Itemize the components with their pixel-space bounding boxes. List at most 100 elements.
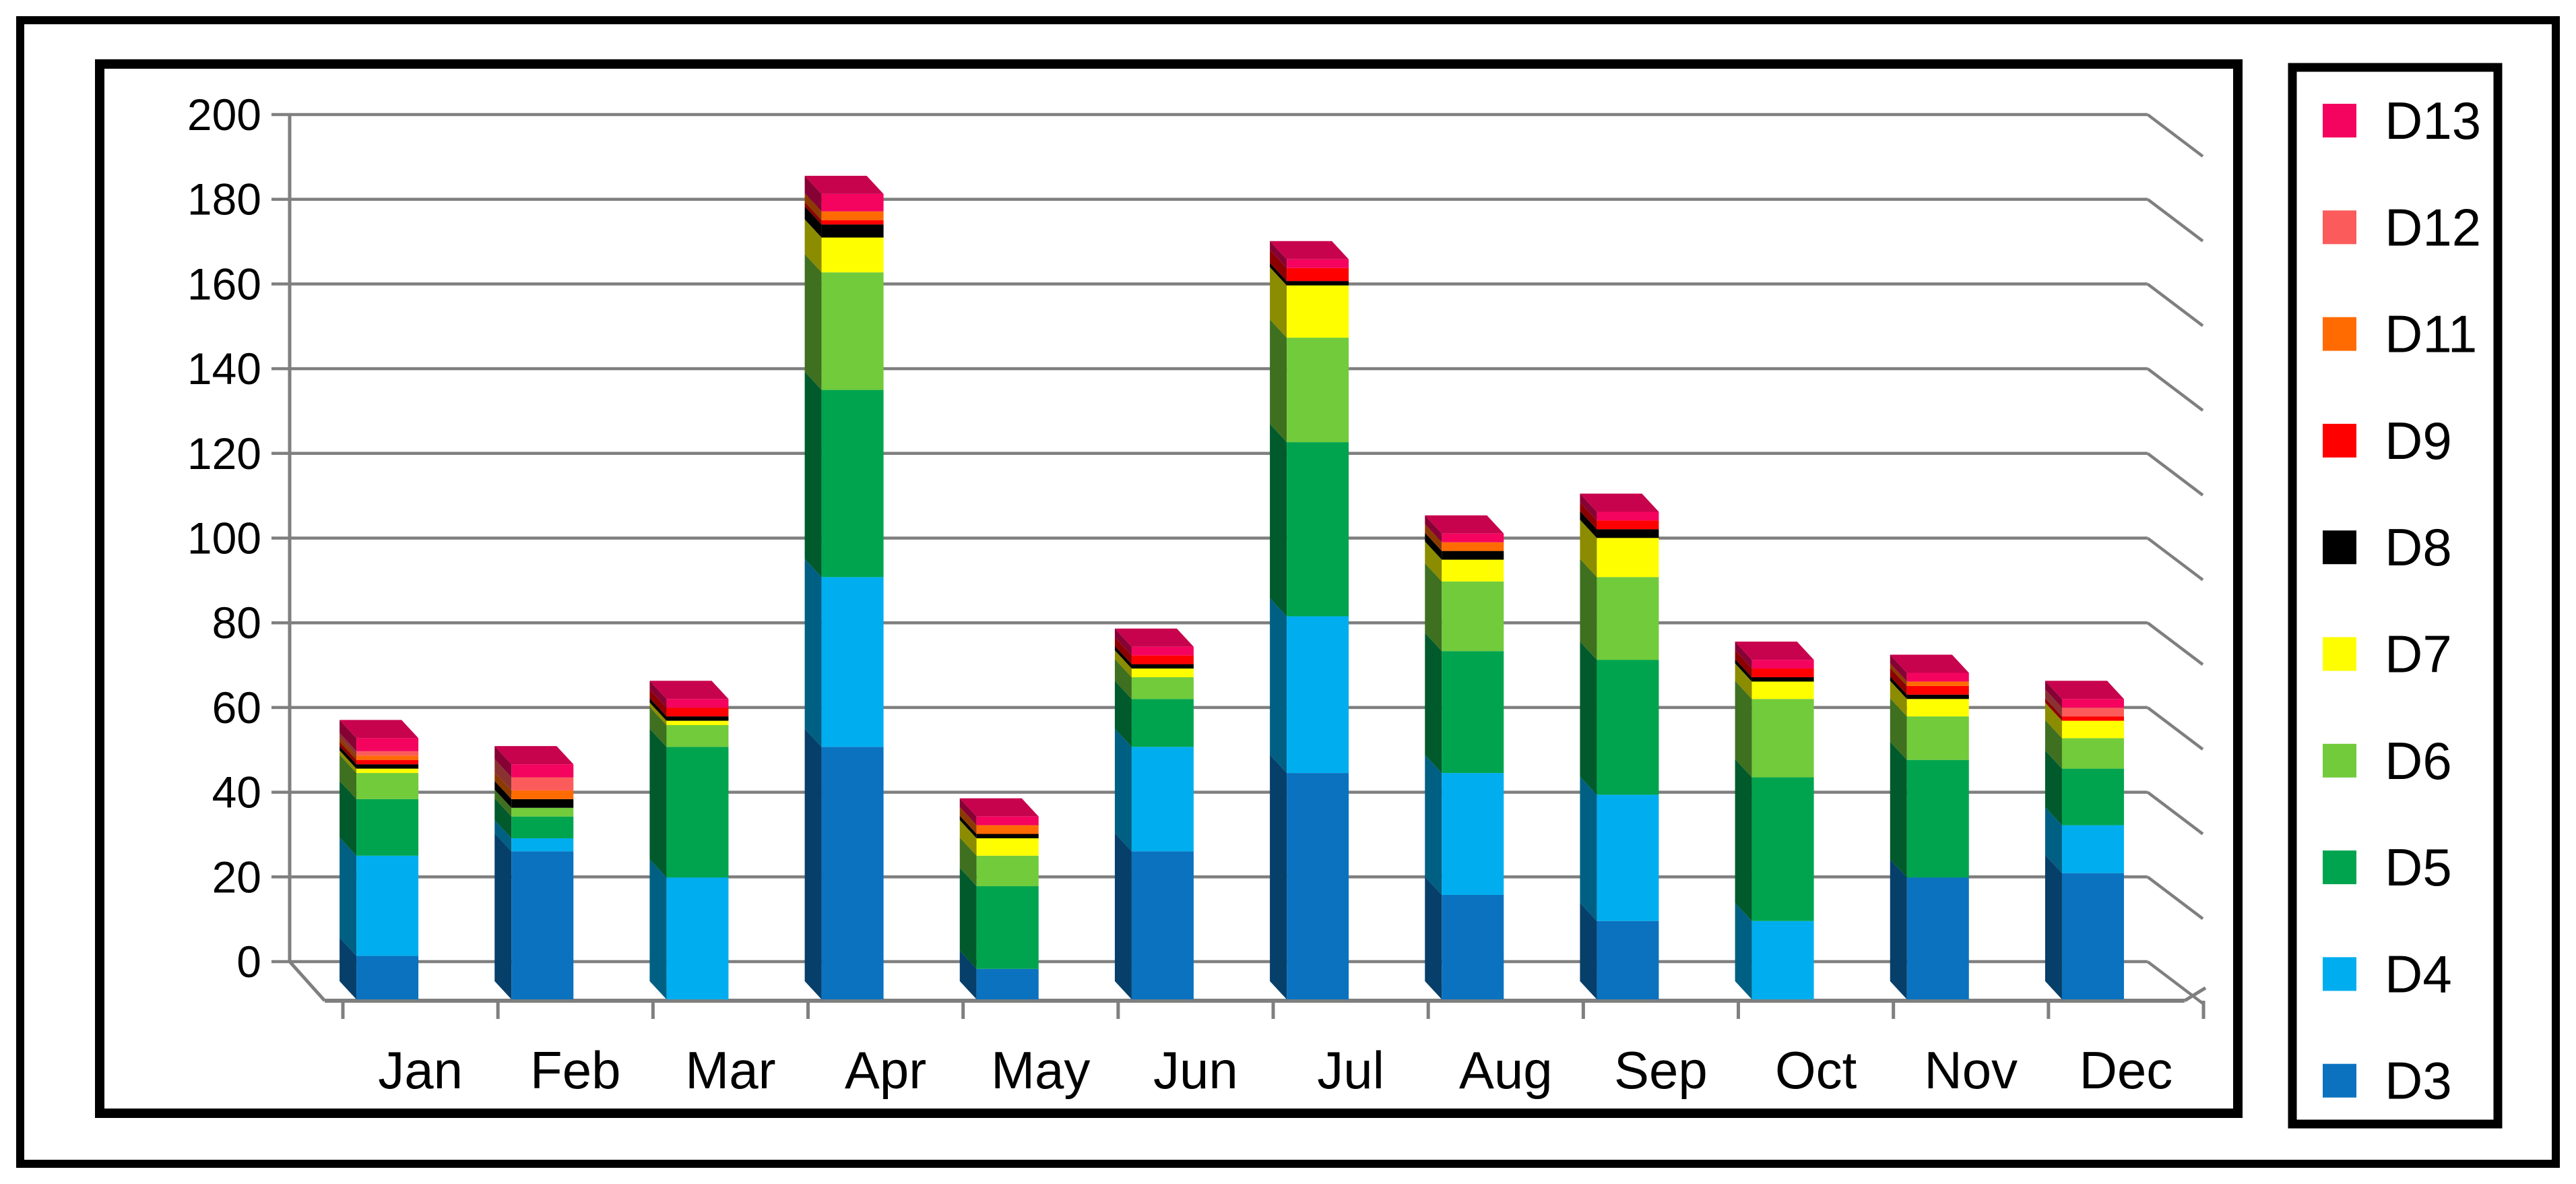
bar-jun [1114, 628, 1194, 999]
bar-segment-d7 [1287, 285, 1349, 338]
bar-segment-d13 [1597, 511, 1659, 521]
bar-segment-side-d3 [2044, 854, 2062, 999]
bar-segment-d8 [356, 764, 419, 769]
bar-segment-side-d4 [804, 559, 822, 747]
bar-segment-d11 [821, 211, 884, 220]
bar-segment-d6 [1287, 338, 1349, 443]
bar-segment-d13 [666, 699, 729, 708]
bar-segment-d3 [1442, 894, 1504, 999]
bar-segment-d12 [356, 751, 419, 756]
bar-segment-d7 [1597, 538, 1659, 578]
bar-segment-side-d6 [1270, 319, 1287, 443]
bar-segment-side-d7 [1890, 681, 1907, 717]
legend-label-d5: D5 [2385, 838, 2452, 897]
bar-segment-side-d4 [340, 837, 357, 956]
x-tick-label-nov: Nov [1924, 1040, 2018, 1100]
bar-segment-side-d3 [1890, 859, 1907, 999]
bar-segment-side-d5 [2044, 750, 2062, 825]
bar-segment-d9 [821, 220, 884, 225]
bar-top-face [1425, 515, 1504, 534]
bar-segment-d6 [821, 272, 884, 390]
bar-segment-d4 [1287, 616, 1349, 774]
bar-segment-d5 [1131, 699, 1194, 747]
bar-segment-side-d6 [649, 707, 667, 747]
bar-segment-side-d3 [1114, 833, 1132, 999]
bar-segment-d3 [976, 968, 1039, 999]
bar-segment-side-d13 [2044, 681, 2062, 708]
y-tick-label: 120 [187, 429, 261, 478]
bar-top-face [340, 720, 419, 739]
bar-segment-side-d7 [649, 702, 667, 726]
bar-segment-side-d3 [959, 950, 977, 999]
bar-segment-d11 [356, 755, 419, 760]
bar-segment-d13 [976, 816, 1039, 825]
bar-segment-d4 [666, 877, 729, 999]
legend-swatch-d3 [2323, 1063, 2356, 1098]
bar-segment-side-d5 [1270, 424, 1287, 617]
bar-segment-d7 [1442, 559, 1504, 582]
bar-segment-side-d4 [2044, 807, 2062, 873]
floor-right-depth-edge [2183, 986, 2207, 1003]
bar-segment-side-d8 [1425, 532, 1442, 560]
bar-segment-d5 [1751, 777, 1814, 921]
legend-swatch-d7 [2323, 637, 2356, 671]
bar-segment-side-d7 [1425, 541, 1442, 582]
gridline-depth-tail [2146, 197, 2204, 243]
bar-segment-side-d13 [1735, 642, 1752, 669]
bar-segment-d13 [1442, 533, 1504, 542]
bar-segment-side-d5 [1890, 741, 1907, 878]
bar-segment-d7 [1131, 668, 1194, 677]
bar-segment-side-d13 [959, 798, 977, 825]
bar-segment-d9 [1597, 520, 1659, 530]
x-tick-label-jan: Jan [378, 1040, 463, 1100]
bar-segment-side-d8 [649, 698, 667, 721]
bar-segment-side-d5 [494, 798, 512, 838]
bar-segment-side-d7 [2044, 702, 2062, 739]
bar-segment-side-d11 [340, 737, 357, 760]
legend-item-d5: D5 [2323, 838, 2452, 897]
y-tick-label: 20 [212, 852, 261, 902]
bar-segment-side-d9 [1890, 667, 1907, 695]
legend-label-d8: D8 [2385, 518, 2452, 577]
bar-segment-d9 [1131, 655, 1194, 664]
x-tick-label-aug: Aug [1459, 1040, 1553, 1100]
legend-item-d3: D3 [2323, 1051, 2452, 1111]
bar-segment-d8 [1131, 664, 1194, 669]
y-tick-label: 60 [212, 683, 261, 733]
bar-segment-side-d8 [804, 206, 822, 238]
bar-segment-d3 [2061, 873, 2124, 999]
bar-segment-d3 [1287, 773, 1349, 999]
bar-nov [1890, 654, 1969, 999]
bar-segment-d13 [356, 738, 419, 751]
bar-segment-side-d3 [494, 833, 512, 999]
bar-mar [649, 681, 729, 999]
bar-segment-side-d13 [804, 175, 822, 212]
legend-label-d11: D11 [2385, 305, 2477, 364]
x-tick-label-may: May [991, 1040, 1090, 1100]
bar-segment-side-d13 [494, 746, 512, 778]
legend-label-d6: D6 [2385, 731, 2452, 790]
legend-swatch-d5 [2323, 850, 2356, 885]
bar-segment-d7 [356, 768, 419, 774]
bar-segment-side-d5 [1425, 633, 1442, 774]
bar-feb [494, 746, 574, 999]
x-tick-label-jul: Jul [1317, 1040, 1384, 1100]
bar-segment-side-d8 [1890, 676, 1907, 699]
bar-segment-d6 [1597, 577, 1659, 660]
bar-segment-side-d5 [340, 780, 357, 856]
bar-top-face [649, 681, 729, 699]
bar-segment-side-d6 [804, 254, 822, 390]
bar-segment-d6 [1751, 699, 1814, 778]
bar-segment-d11 [1442, 542, 1504, 551]
bar-segment-side-d7 [1735, 663, 1752, 699]
bar-segment-side-d8 [340, 746, 357, 769]
bar-segment-d3 [1597, 921, 1659, 999]
bar-segment-side-d6 [1890, 698, 1907, 760]
bar-dec [2044, 681, 2124, 999]
bar-segment-d7 [821, 237, 884, 273]
bar-aug [1425, 515, 1504, 999]
bar-segment-d5 [976, 886, 1039, 969]
bar-segment-side-d8 [1735, 658, 1752, 682]
bar-segment-d7 [2061, 720, 2124, 739]
